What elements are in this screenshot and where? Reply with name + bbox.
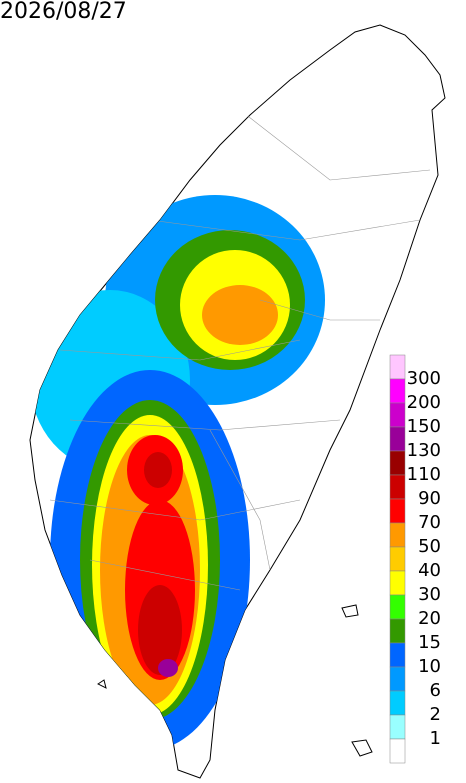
legend-label: 20: [418, 608, 441, 629]
legend-swatch: [389, 714, 406, 740]
legend-swatch: [389, 690, 406, 716]
legend-label: 2: [430, 704, 441, 725]
legend-swatch: [389, 354, 406, 380]
legend-swatch: [389, 426, 406, 452]
legend-label: 90: [418, 488, 441, 509]
taiwan-map: [29, 24, 446, 779]
legend-swatch: [389, 738, 406, 764]
legend-swatch: [389, 498, 406, 524]
legend-swatch: [389, 570, 406, 596]
legend-label: 6: [430, 680, 441, 701]
legend-label: 130: [407, 440, 441, 461]
legend-swatch: [389, 642, 406, 668]
legend-label: 110: [407, 464, 441, 485]
legend-swatch: [389, 522, 406, 548]
legend-swatch: [389, 378, 406, 404]
legend-swatch: [389, 474, 406, 500]
legend-swatch: [389, 666, 406, 692]
legend-swatch: [389, 450, 406, 476]
legend-label: 70: [418, 512, 441, 533]
legend-swatch: [389, 594, 406, 620]
map-date: 2026/08/27: [0, 0, 127, 24]
legend-label: 200: [407, 392, 441, 413]
legend-label: 1: [430, 728, 441, 749]
legend-label: 150: [407, 416, 441, 437]
legend-label: 40: [418, 560, 441, 581]
legend-swatch: [389, 402, 406, 428]
legend-label: 300: [407, 368, 441, 389]
legend-label: 50: [418, 536, 441, 557]
legend-label: 30: [418, 584, 441, 605]
legend-label: 10: [418, 656, 441, 677]
legend-swatch: [389, 546, 406, 572]
legend: 300 200 150 130 110 90 70 50 40 30 20 15 10 6 2 1: [389, 354, 441, 764]
legend-label: 15: [418, 632, 441, 653]
legend-swatch: [389, 618, 406, 644]
